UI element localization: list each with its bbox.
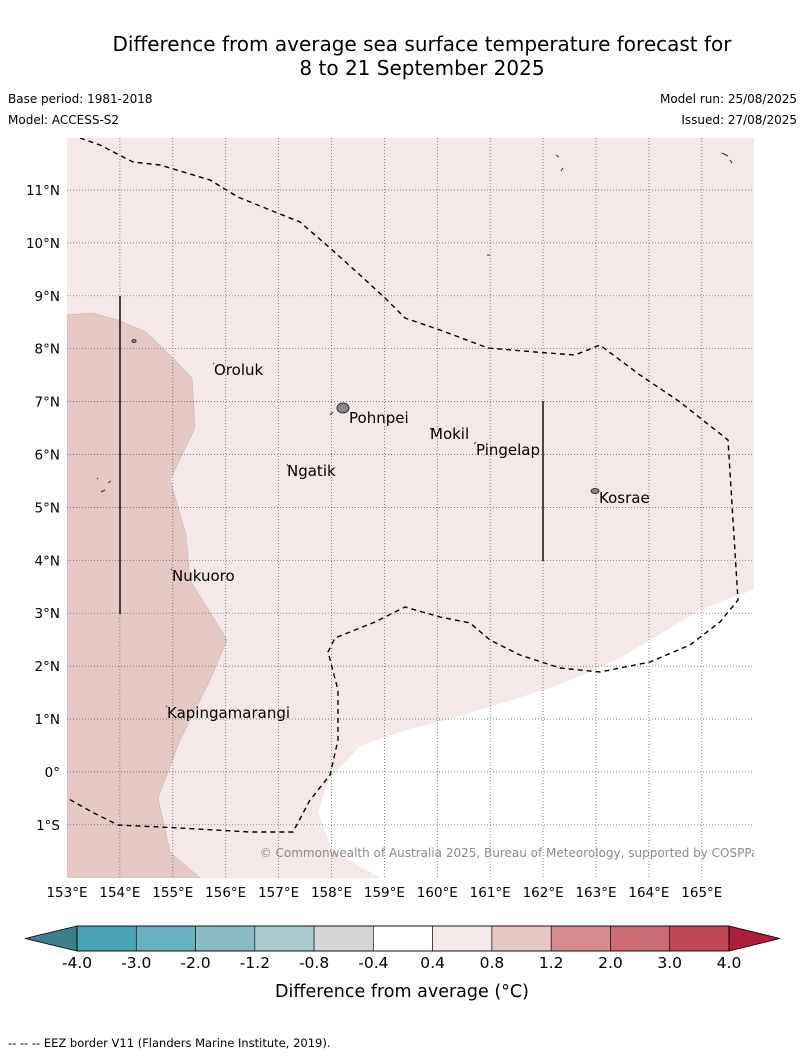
- colorbar-max-arrow: [728, 925, 781, 952]
- latitude-tick-label: 10°N: [26, 236, 60, 252]
- longitude-tick-label: 159°E: [364, 885, 405, 901]
- colorbar-segment: [313, 925, 374, 952]
- pohnpei-island: [336, 402, 350, 414]
- longitude-labels: 153°E 154°E 155°E 156°E 157°E 158°E 159°E 160°E…: [46, 885, 722, 901]
- colorbar-segment: [373, 925, 433, 952]
- colorbar-min-arrow: [24, 925, 78, 952]
- colorbar-segment: [195, 925, 256, 952]
- latitude-tick-label: 1°S: [36, 818, 60, 834]
- longitude-tick-label: 156°E: [205, 885, 246, 901]
- colorbar-segment: [550, 925, 611, 952]
- graticule: [67, 138, 754, 878]
- eez-footnote: -- -- -- EEZ border V11 (Flanders Marine…: [8, 1036, 331, 1050]
- colorbar-segment: [76, 925, 137, 952]
- base-period: Base period: 1981-2018: [8, 92, 153, 106]
- colorbar-segment: [135, 925, 196, 952]
- title-line-1: Difference from average sea surface temp…: [112, 32, 732, 56]
- colorbar-tick-labels: -4.0 -3.0 -2.0 -1.2 -0.8 -0.4 0.4 0.8 1.2 2.0 3.0 4…: [62, 954, 741, 972]
- place-label-kosrae: Kosrae: [599, 489, 650, 507]
- latitude-tick-label: 7°N: [35, 395, 60, 411]
- longitude-tick-label: 161°E: [470, 885, 511, 901]
- issued-date: Issued: 27/08/2025: [681, 113, 797, 127]
- colorbar-tick-label: 0.8: [480, 954, 505, 972]
- place-label-pohnpei: Pohnpei: [349, 409, 409, 427]
- colorbar-segment: [491, 925, 552, 952]
- longitude-tick-label: 160°E: [417, 885, 458, 901]
- colorbar-tick-label: 2.0: [598, 954, 623, 972]
- figure-title: Difference from average sea surface temp…: [0, 32, 804, 80]
- latitude-tick-label: 4°N: [35, 553, 60, 569]
- place-label-mokil: Mokil: [430, 425, 469, 443]
- colorbar: -4.0 -3.0 -2.0 -1.2 -0.8 -0.4 0.4 0.8 1.2 2.0 3.0 4…: [24, 925, 781, 1002]
- latitude-tick-label: 6°N: [35, 448, 60, 464]
- islands: [96, 152, 733, 708]
- place-label-pingelap: Pingelap: [476, 441, 540, 459]
- colorbar-segment: [254, 925, 315, 952]
- latitude-tick-label: 8°N: [35, 342, 60, 358]
- colorbar-tick-label: 4.0: [717, 954, 742, 972]
- place-label-nukuoro: Nukuoro: [172, 567, 235, 585]
- latitude-tick-label: 5°N: [35, 500, 60, 516]
- longitude-tick-label: 157°E: [258, 885, 299, 901]
- latitude-labels: 11°N 10°N 9°N 8°N 7°N 6°N 5°N 4°N 3°N 2°N 1°N 0° 1°S: [26, 183, 60, 834]
- place-label-kapingamarangi: Kapingamarangi: [167, 704, 290, 722]
- colorbar-tick-label: -0.8: [299, 954, 329, 972]
- title-line-2: 8 to 21 September 2025: [299, 56, 545, 80]
- latitude-tick-label: 9°N: [35, 289, 60, 305]
- colorbar-label: Difference from average (°C): [275, 982, 529, 1002]
- latitude-tick-label: 1°N: [35, 712, 60, 728]
- colorbar-segment: [432, 925, 493, 952]
- longitude-tick-label: 165°E: [681, 885, 722, 901]
- colorbar-tick-label: -3.0: [121, 954, 151, 972]
- place-label-oroluk: Oroluk: [214, 361, 263, 379]
- colorbar-tick-label: -1.2: [240, 954, 270, 972]
- colorbar-tick-label: 3.0: [657, 954, 682, 972]
- latitude-tick-label: 2°N: [35, 659, 60, 675]
- longitude-tick-label: 158°E: [311, 885, 352, 901]
- model-name: Model: ACCESS-S2: [8, 113, 120, 127]
- colorbar-segment: [669, 925, 730, 952]
- longitude-tick-label: 155°E: [152, 885, 193, 901]
- latitude-tick-label: 11°N: [26, 183, 60, 199]
- latitude-tick-label: 0°: [45, 765, 60, 781]
- longitude-tick-label: 154°E: [99, 885, 140, 901]
- eez-border: [67, 138, 739, 833]
- kosrae-island: [590, 488, 600, 494]
- colorbar-segment: [610, 925, 671, 952]
- colorbar-tick-label: 0.4: [420, 954, 445, 972]
- colorbar-tick-label: -0.4: [358, 954, 388, 972]
- colorbar-tick-label: -4.0: [62, 954, 92, 972]
- place-label-ngatik: Ngatik: [287, 462, 336, 480]
- colorbar-tick-label: -2.0: [180, 954, 210, 972]
- latitude-tick-label: 3°N: [35, 606, 60, 622]
- colorbar-tick-label: 1.2: [539, 954, 564, 972]
- longitude-tick-label: 162°E: [523, 885, 564, 901]
- longitude-tick-label: 163°E: [575, 885, 616, 901]
- map-credit: © Commonwealth of Australia 2025, Bureau…: [260, 846, 765, 860]
- anomaly-region-light: [67, 138, 754, 878]
- longitude-tick-label: 153°E: [46, 885, 87, 901]
- longitude-tick-label: 164°E: [628, 885, 669, 901]
- model-run: Model run: 25/08/2025: [659, 92, 797, 106]
